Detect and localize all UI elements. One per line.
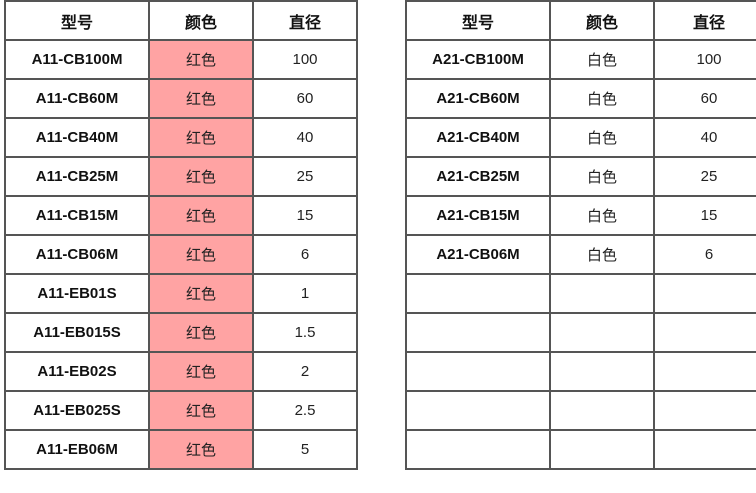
header-model: 型号 [405, 0, 551, 41]
color-cell: 白色 [549, 156, 655, 197]
color-cell: 红色 [148, 273, 254, 314]
model-cell [405, 273, 551, 314]
header-model: 型号 [4, 0, 150, 41]
color-cell: 红色 [148, 195, 254, 236]
model-cell: A21-CB15M [405, 195, 551, 236]
color-cell: 红色 [148, 156, 254, 197]
model-cell: A11-EB02S [4, 351, 150, 392]
table-row: A21-CB100M 白色 100 [405, 39, 756, 80]
table-row: A21-CB06M 白色 6 [405, 234, 756, 275]
header-row: 型号 颜色 直径 [405, 0, 756, 41]
color-cell [549, 429, 655, 470]
table-row: A21-CB15M 白色 15 [405, 195, 756, 236]
diameter-cell: 15 [252, 195, 358, 236]
model-cell: A21-CB25M [405, 156, 551, 197]
model-cell [405, 351, 551, 392]
right-product-table: 型号 颜色 直径 A21-CB100M 白色 100 A21-CB60M 白色 60 A21… [405, 0, 756, 470]
table-row: A11-EB06M 红色 5 [4, 429, 358, 470]
diameter-cell [653, 312, 756, 353]
color-cell: 红色 [148, 234, 254, 275]
color-cell: 红色 [148, 39, 254, 80]
diameter-cell: 1 [252, 273, 358, 314]
diameter-cell: 1.5 [252, 312, 358, 353]
diameter-cell [653, 351, 756, 392]
color-cell: 白色 [549, 39, 655, 80]
diameter-cell: 100 [252, 39, 358, 80]
table-row [405, 312, 756, 353]
color-cell: 白色 [549, 78, 655, 119]
color-cell: 红色 [148, 78, 254, 119]
table-row: A11-EB015S 红色 1.5 [4, 312, 358, 353]
model-cell: A11-EB06M [4, 429, 150, 470]
diameter-cell: 60 [252, 78, 358, 119]
left-product-table: 型号 颜色 直径 A11-CB100M 红色 100 A11-CB60M 红色 60 A11… [4, 0, 358, 470]
table-row: A11-EB01S 红色 1 [4, 273, 358, 314]
diameter-cell: 40 [653, 117, 756, 158]
header-color: 颜色 [549, 0, 655, 41]
table-row: A11-CB100M 红色 100 [4, 39, 358, 80]
color-cell: 白色 [549, 117, 655, 158]
diameter-cell: 6 [252, 234, 358, 275]
color-cell: 白色 [549, 195, 655, 236]
table-row: A21-CB25M 白色 25 [405, 156, 756, 197]
model-cell: A21-CB40M [405, 117, 551, 158]
header-row: 型号 颜色 直径 [4, 0, 358, 41]
model-cell [405, 390, 551, 431]
model-cell: A21-CB100M [405, 39, 551, 80]
header-diameter: 直径 [252, 0, 358, 41]
diameter-cell [653, 429, 756, 470]
table-row: A11-CB15M 红色 15 [4, 195, 358, 236]
diameter-cell: 2.5 [252, 390, 358, 431]
table-row: A21-CB40M 白色 40 [405, 117, 756, 158]
model-cell [405, 429, 551, 470]
color-cell: 红色 [148, 429, 254, 470]
diameter-cell [653, 390, 756, 431]
model-cell: A11-CB15M [4, 195, 150, 236]
table-row: A11-CB06M 红色 6 [4, 234, 358, 275]
color-cell [549, 351, 655, 392]
model-cell: A11-CB06M [4, 234, 150, 275]
model-cell: A11-EB025S [4, 390, 150, 431]
model-cell: A11-CB60M [4, 78, 150, 119]
header-diameter: 直径 [653, 0, 756, 41]
model-cell: A11-EB01S [4, 273, 150, 314]
model-cell: A21-CB06M [405, 234, 551, 275]
color-cell [549, 312, 655, 353]
color-cell: 红色 [148, 117, 254, 158]
table-row [405, 351, 756, 392]
table-row [405, 390, 756, 431]
diameter-cell: 25 [252, 156, 358, 197]
table-row [405, 273, 756, 314]
diameter-cell: 100 [653, 39, 756, 80]
diameter-cell: 40 [252, 117, 358, 158]
diameter-cell: 6 [653, 234, 756, 275]
color-cell: 红色 [148, 390, 254, 431]
diameter-cell [653, 273, 756, 314]
color-cell: 白色 [549, 234, 655, 275]
diameter-cell: 2 [252, 351, 358, 392]
diameter-cell: 15 [653, 195, 756, 236]
table-row: A21-CB60M 白色 60 [405, 78, 756, 119]
color-cell [549, 390, 655, 431]
table-row: A11-EB02S 红色 2 [4, 351, 358, 392]
color-cell: 红色 [148, 351, 254, 392]
color-cell: 红色 [148, 312, 254, 353]
table-row [405, 429, 756, 470]
diameter-cell: 5 [252, 429, 358, 470]
table-row: A11-CB25M 红色 25 [4, 156, 358, 197]
header-color: 颜色 [148, 0, 254, 41]
model-cell: A11-CB100M [4, 39, 150, 80]
table-row: A11-CB60M 红色 60 [4, 78, 358, 119]
model-cell: A11-CB25M [4, 156, 150, 197]
model-cell: A11-CB40M [4, 117, 150, 158]
model-cell [405, 312, 551, 353]
color-cell [549, 273, 655, 314]
table-row: A11-EB025S 红色 2.5 [4, 390, 358, 431]
diameter-cell: 60 [653, 78, 756, 119]
model-cell: A21-CB60M [405, 78, 551, 119]
diameter-cell: 25 [653, 156, 756, 197]
table-row: A11-CB40M 红色 40 [4, 117, 358, 158]
model-cell: A11-EB015S [4, 312, 150, 353]
